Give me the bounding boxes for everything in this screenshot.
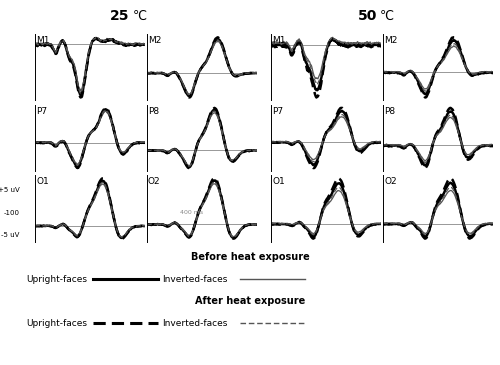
Text: +5 uV: +5 uV (0, 187, 20, 193)
Text: -100: -100 (4, 210, 20, 215)
Text: 50: 50 (358, 9, 377, 23)
Text: Inverted-faces: Inverted-faces (162, 275, 228, 284)
Text: Upright-faces: Upright-faces (26, 275, 88, 284)
Text: P7: P7 (36, 107, 47, 116)
Text: M2: M2 (384, 36, 398, 45)
Text: O2: O2 (384, 177, 397, 187)
Text: M1: M1 (36, 36, 50, 45)
Text: 25: 25 (110, 9, 130, 23)
Text: Before heat exposure: Before heat exposure (190, 252, 310, 262)
Text: P7: P7 (272, 107, 283, 116)
Text: Upright-faces: Upright-faces (26, 319, 88, 327)
Text: P8: P8 (148, 107, 159, 116)
Text: O2: O2 (148, 177, 160, 187)
Text: 400 ms: 400 ms (180, 210, 203, 215)
Text: M1: M1 (272, 36, 286, 45)
Text: O1: O1 (272, 177, 285, 187)
Text: After heat exposure: After heat exposure (195, 296, 305, 306)
Text: Inverted-faces: Inverted-faces (162, 319, 228, 327)
Text: ℃: ℃ (132, 10, 146, 23)
Text: ℃: ℃ (380, 10, 394, 23)
Text: P8: P8 (384, 107, 396, 116)
Text: M2: M2 (148, 36, 162, 45)
Text: -5 uV: -5 uV (1, 232, 20, 238)
Text: O1: O1 (36, 177, 49, 187)
